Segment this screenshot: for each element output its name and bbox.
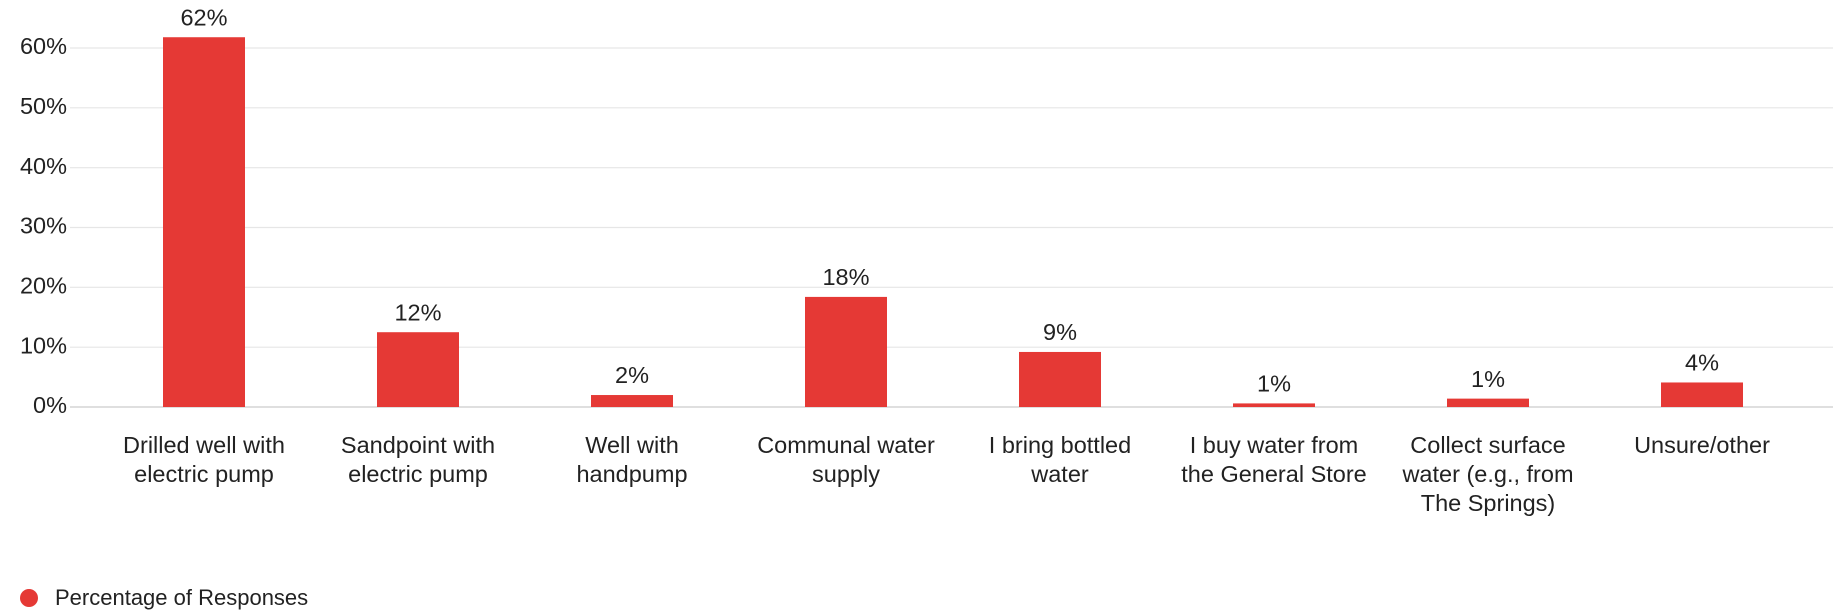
x-tick-label: Communal water supply [757, 432, 935, 487]
x-tick-label: Sandpoint with electric pump [340, 432, 496, 487]
data-label: 4% [1685, 350, 1719, 376]
data-label: 12% [394, 299, 441, 325]
y-tick-label: 0% [33, 392, 67, 418]
y-tick-label: 50% [20, 93, 67, 119]
y-tick-label: 10% [20, 332, 67, 358]
bar [1233, 403, 1315, 407]
bar [591, 395, 673, 407]
data-label: 9% [1043, 319, 1077, 345]
x-tick-label: Collect surface water (e.g., from The Sp… [1402, 432, 1574, 516]
data-label: 62% [180, 4, 227, 30]
x-tick-label: Drilled well with electric pump [123, 432, 285, 487]
y-tick-label: 30% [20, 213, 67, 239]
bar [805, 296, 887, 407]
x-tick-label: I bring bottled water [988, 432, 1132, 487]
bar [1447, 398, 1529, 407]
bar [1019, 351, 1101, 407]
data-label: 1% [1257, 371, 1291, 397]
x-tick-label: Unsure/other [1634, 432, 1770, 458]
bar [163, 37, 245, 407]
bar [377, 332, 459, 407]
legend-label: Percentage of Responses [55, 585, 308, 610]
x-tick-label: I buy water from the General Store [1181, 432, 1367, 487]
y-tick-label: 20% [20, 273, 67, 299]
bar [1661, 382, 1743, 407]
legend-marker [20, 589, 38, 607]
y-tick-label: 60% [20, 33, 67, 59]
y-tick-label: 40% [20, 153, 67, 179]
x-tick-label: Well with handpump [576, 432, 688, 487]
data-label: 1% [1471, 366, 1505, 392]
data-label: 2% [615, 362, 649, 388]
data-label: 18% [822, 264, 869, 290]
